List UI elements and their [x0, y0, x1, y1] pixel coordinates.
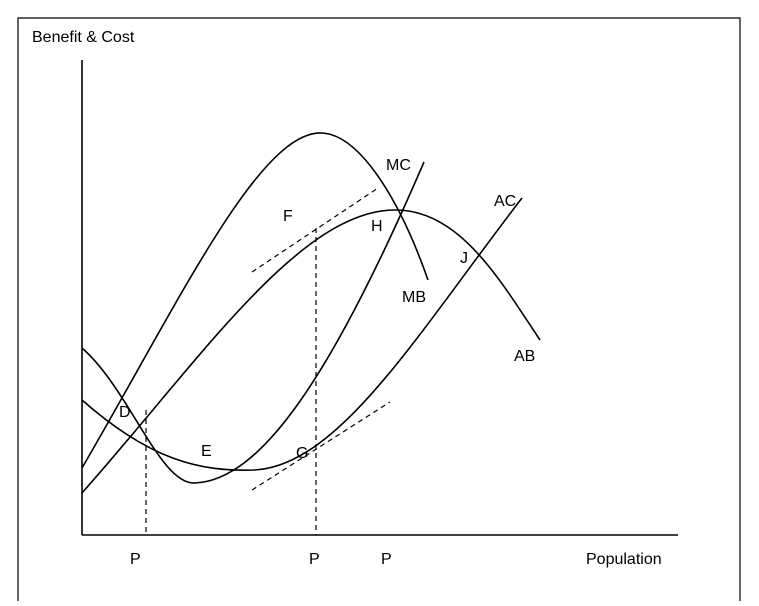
x-axis-label: Population [586, 551, 662, 568]
mc-curve [81, 161, 425, 484]
tangent-line [251, 401, 391, 491]
point-label: H [371, 218, 383, 235]
curve-label: AB [514, 348, 535, 365]
tangent-line [251, 187, 379, 273]
mb-curve [81, 132, 429, 469]
x-marker-label: P [130, 551, 141, 568]
curve-label: AC [494, 193, 516, 210]
point-label: D [119, 404, 131, 421]
point-label: E [201, 443, 212, 460]
curve-label: MC [386, 157, 411, 174]
curve-label: MB [402, 289, 426, 306]
ab-curve [81, 209, 541, 494]
point-label: G [296, 445, 308, 462]
ac-curve [81, 197, 523, 472]
point-label: J [460, 250, 468, 267]
x-marker-label: P [309, 551, 320, 568]
y-axis-label: Benefit & Cost [32, 29, 135, 46]
x-marker-label: P [381, 551, 392, 568]
point-label: F [283, 208, 293, 225]
frame [17, 17, 741, 601]
